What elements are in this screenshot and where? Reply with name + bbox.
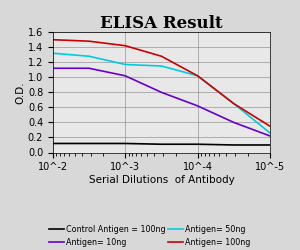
Antigen= 10ng xyxy=(268,134,272,138)
Antigen= 100ng xyxy=(87,40,91,43)
X-axis label: Serial Dilutions  of Antibody: Serial Dilutions of Antibody xyxy=(88,175,234,185)
Antigen= 10ng xyxy=(196,104,200,107)
Control Antigen = 100ng xyxy=(160,143,163,146)
Antigen= 50ng xyxy=(51,52,55,55)
Y-axis label: O.D.: O.D. xyxy=(15,81,25,104)
Line: Antigen= 50ng: Antigen= 50ng xyxy=(53,53,270,133)
Antigen= 10ng xyxy=(51,67,55,70)
Title: ELISA Result: ELISA Result xyxy=(100,15,223,32)
Antigen= 50ng xyxy=(196,74,200,77)
Antigen= 100ng xyxy=(196,74,200,77)
Antigen= 10ng xyxy=(123,74,127,77)
Antigen= 50ng xyxy=(268,132,272,134)
Antigen= 100ng xyxy=(232,102,236,105)
Antigen= 10ng xyxy=(232,121,236,124)
Antigen= 10ng xyxy=(87,67,91,70)
Antigen= 50ng xyxy=(123,63,127,66)
Control Antigen = 100ng xyxy=(196,143,200,146)
Antigen= 10ng xyxy=(160,91,163,94)
Control Antigen = 100ng xyxy=(268,144,272,146)
Antigen= 100ng xyxy=(123,44,127,47)
Antigen= 50ng xyxy=(87,55,91,58)
Antigen= 100ng xyxy=(160,55,163,58)
Control Antigen = 100ng xyxy=(51,142,55,145)
Control Antigen = 100ng xyxy=(87,142,91,145)
Control Antigen = 100ng xyxy=(123,142,127,145)
Antigen= 50ng xyxy=(232,102,236,105)
Antigen= 100ng xyxy=(51,38,55,41)
Antigen= 100ng xyxy=(268,125,272,128)
Line: Antigen= 10ng: Antigen= 10ng xyxy=(53,68,270,136)
Antigen= 50ng xyxy=(160,64,163,68)
Control Antigen = 100ng xyxy=(232,144,236,146)
Line: Antigen= 100ng: Antigen= 100ng xyxy=(53,40,270,126)
Legend: Control Antigen = 100ng, Antigen= 10ng, Antigen= 50ng, Antigen= 100ng: Control Antigen = 100ng, Antigen= 10ng, … xyxy=(48,223,252,248)
Line: Control Antigen = 100ng: Control Antigen = 100ng xyxy=(53,144,270,145)
